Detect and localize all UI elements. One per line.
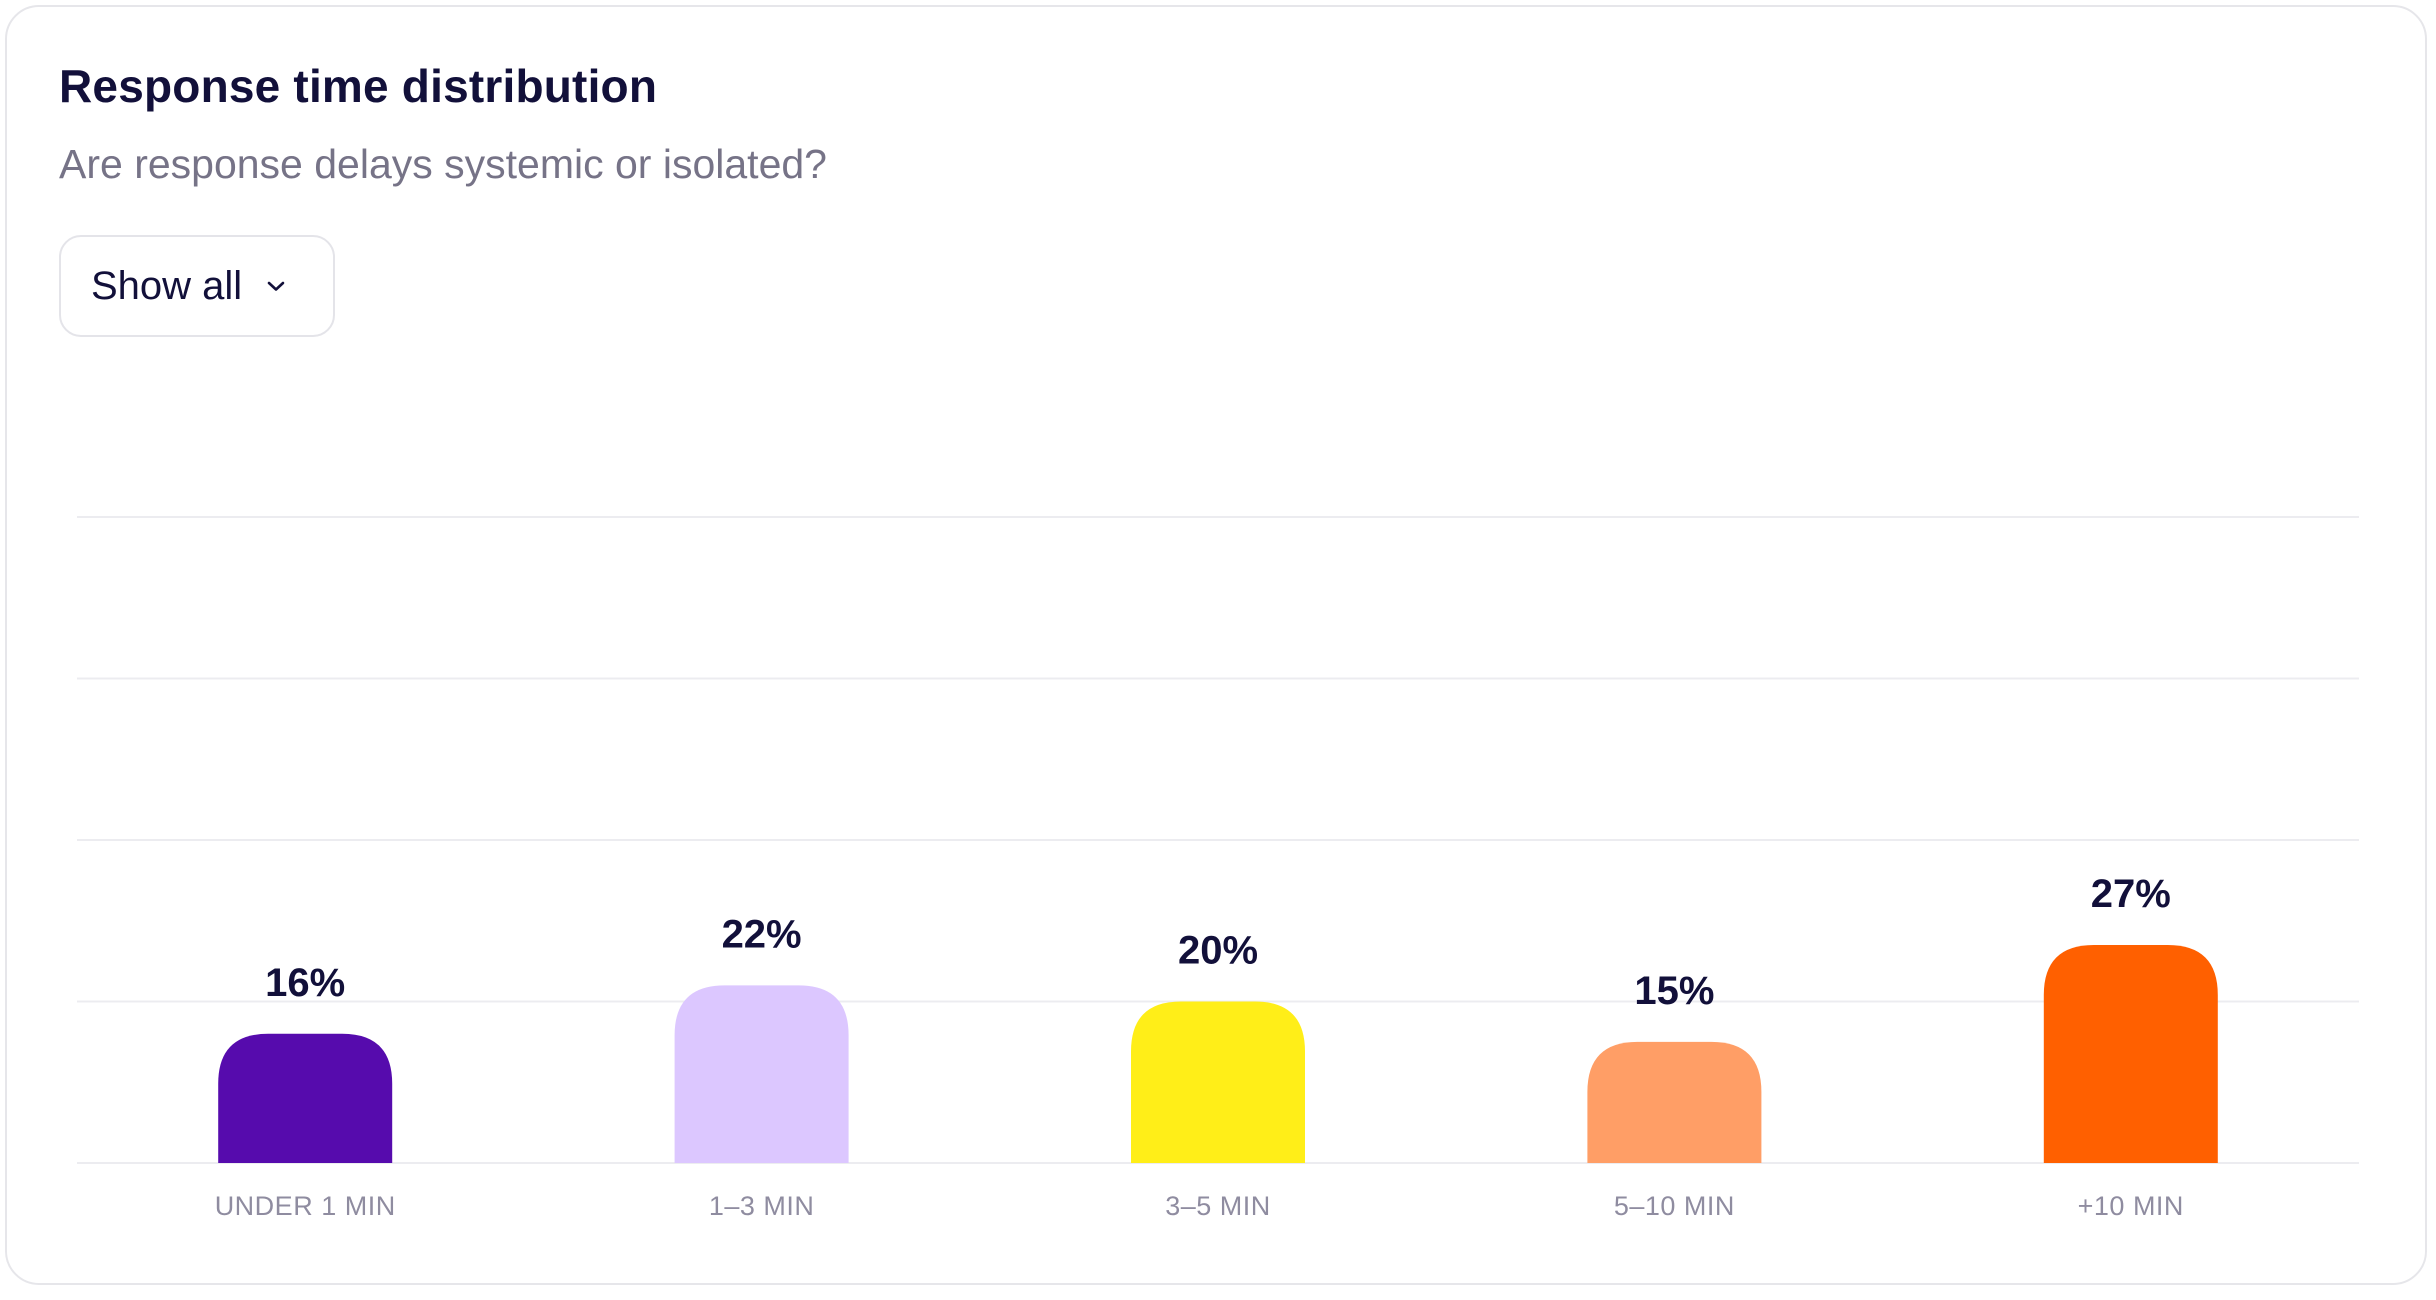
response-time-card: Response time distribution Are response …: [5, 5, 2427, 1285]
bar[interactable]: [2043, 944, 2218, 1163]
show-all-dropdown[interactable]: Show all: [59, 235, 335, 337]
x-tick-label: 1–3 MIN: [709, 1191, 815, 1221]
bar-value-label: 20%: [1178, 929, 1258, 973]
bar-value-label: 27%: [2091, 872, 2171, 916]
bar[interactable]: [674, 985, 849, 1163]
dropdown-label: Show all: [91, 263, 243, 308]
bar-value-label: 16%: [265, 961, 345, 1005]
bar-value-label: 22%: [722, 912, 802, 956]
x-tick-label: 3–5 MIN: [1165, 1191, 1271, 1221]
bar[interactable]: [218, 1033, 393, 1163]
category-axis: UNDER 1 MIN 1–3 MIN 3–5 MIN 5–10 MIN +10 MIN: [215, 1191, 2184, 1221]
bar[interactable]: [1131, 1001, 1305, 1164]
bar-value-label: 15%: [1634, 969, 1714, 1013]
x-tick-label: UNDER 1 MIN: [215, 1191, 396, 1221]
x-tick-label: 5–10 MIN: [1614, 1191, 1735, 1221]
bar-chart: 16% 22% 20% 15% 27% UNDER 1 MIN 1–3 MIN 3–5 MI…: [77, 516, 2359, 1221]
bar[interactable]: [1587, 1041, 1762, 1163]
card-title: Response time distribution: [59, 60, 658, 112]
card-subtitle: Are response delays systemic or isolated…: [59, 141, 827, 187]
x-tick-label: +10 MIN: [2078, 1191, 2184, 1221]
value-labels: 16% 22% 20% 15% 27%: [265, 872, 2171, 1013]
bars: [218, 944, 2218, 1164]
chevron-down-icon: [266, 280, 286, 292]
